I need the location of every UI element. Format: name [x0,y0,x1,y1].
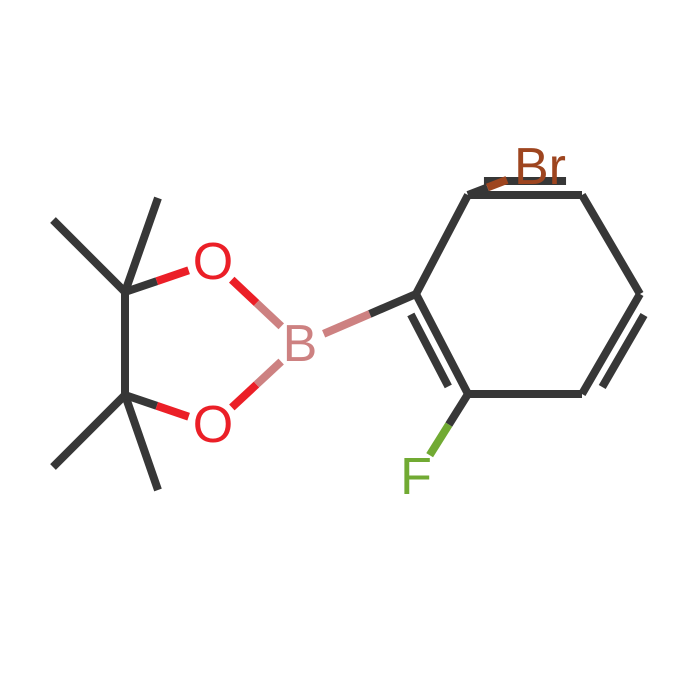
bond [232,385,257,408]
bond [232,280,257,303]
atom-label-b: B [283,315,318,373]
atom-label-o: O [193,396,233,454]
molecule-diagram: O OB F Br [0,0,700,700]
bond [257,303,282,326]
bond [416,195,468,294]
atom-label-f: F [400,448,432,506]
bond [53,220,125,292]
bond [430,425,449,456]
bond [53,395,125,467]
bond [582,195,640,294]
atom-label-br: Br [514,138,566,196]
bond [125,395,158,490]
bond [157,406,189,417]
bond [449,394,468,425]
bond [157,270,189,281]
atom-label-o: O [193,233,233,291]
bond [370,294,416,314]
bond [324,314,370,334]
bond [125,198,158,292]
bonds-layer [53,180,644,490]
bond [257,362,282,385]
